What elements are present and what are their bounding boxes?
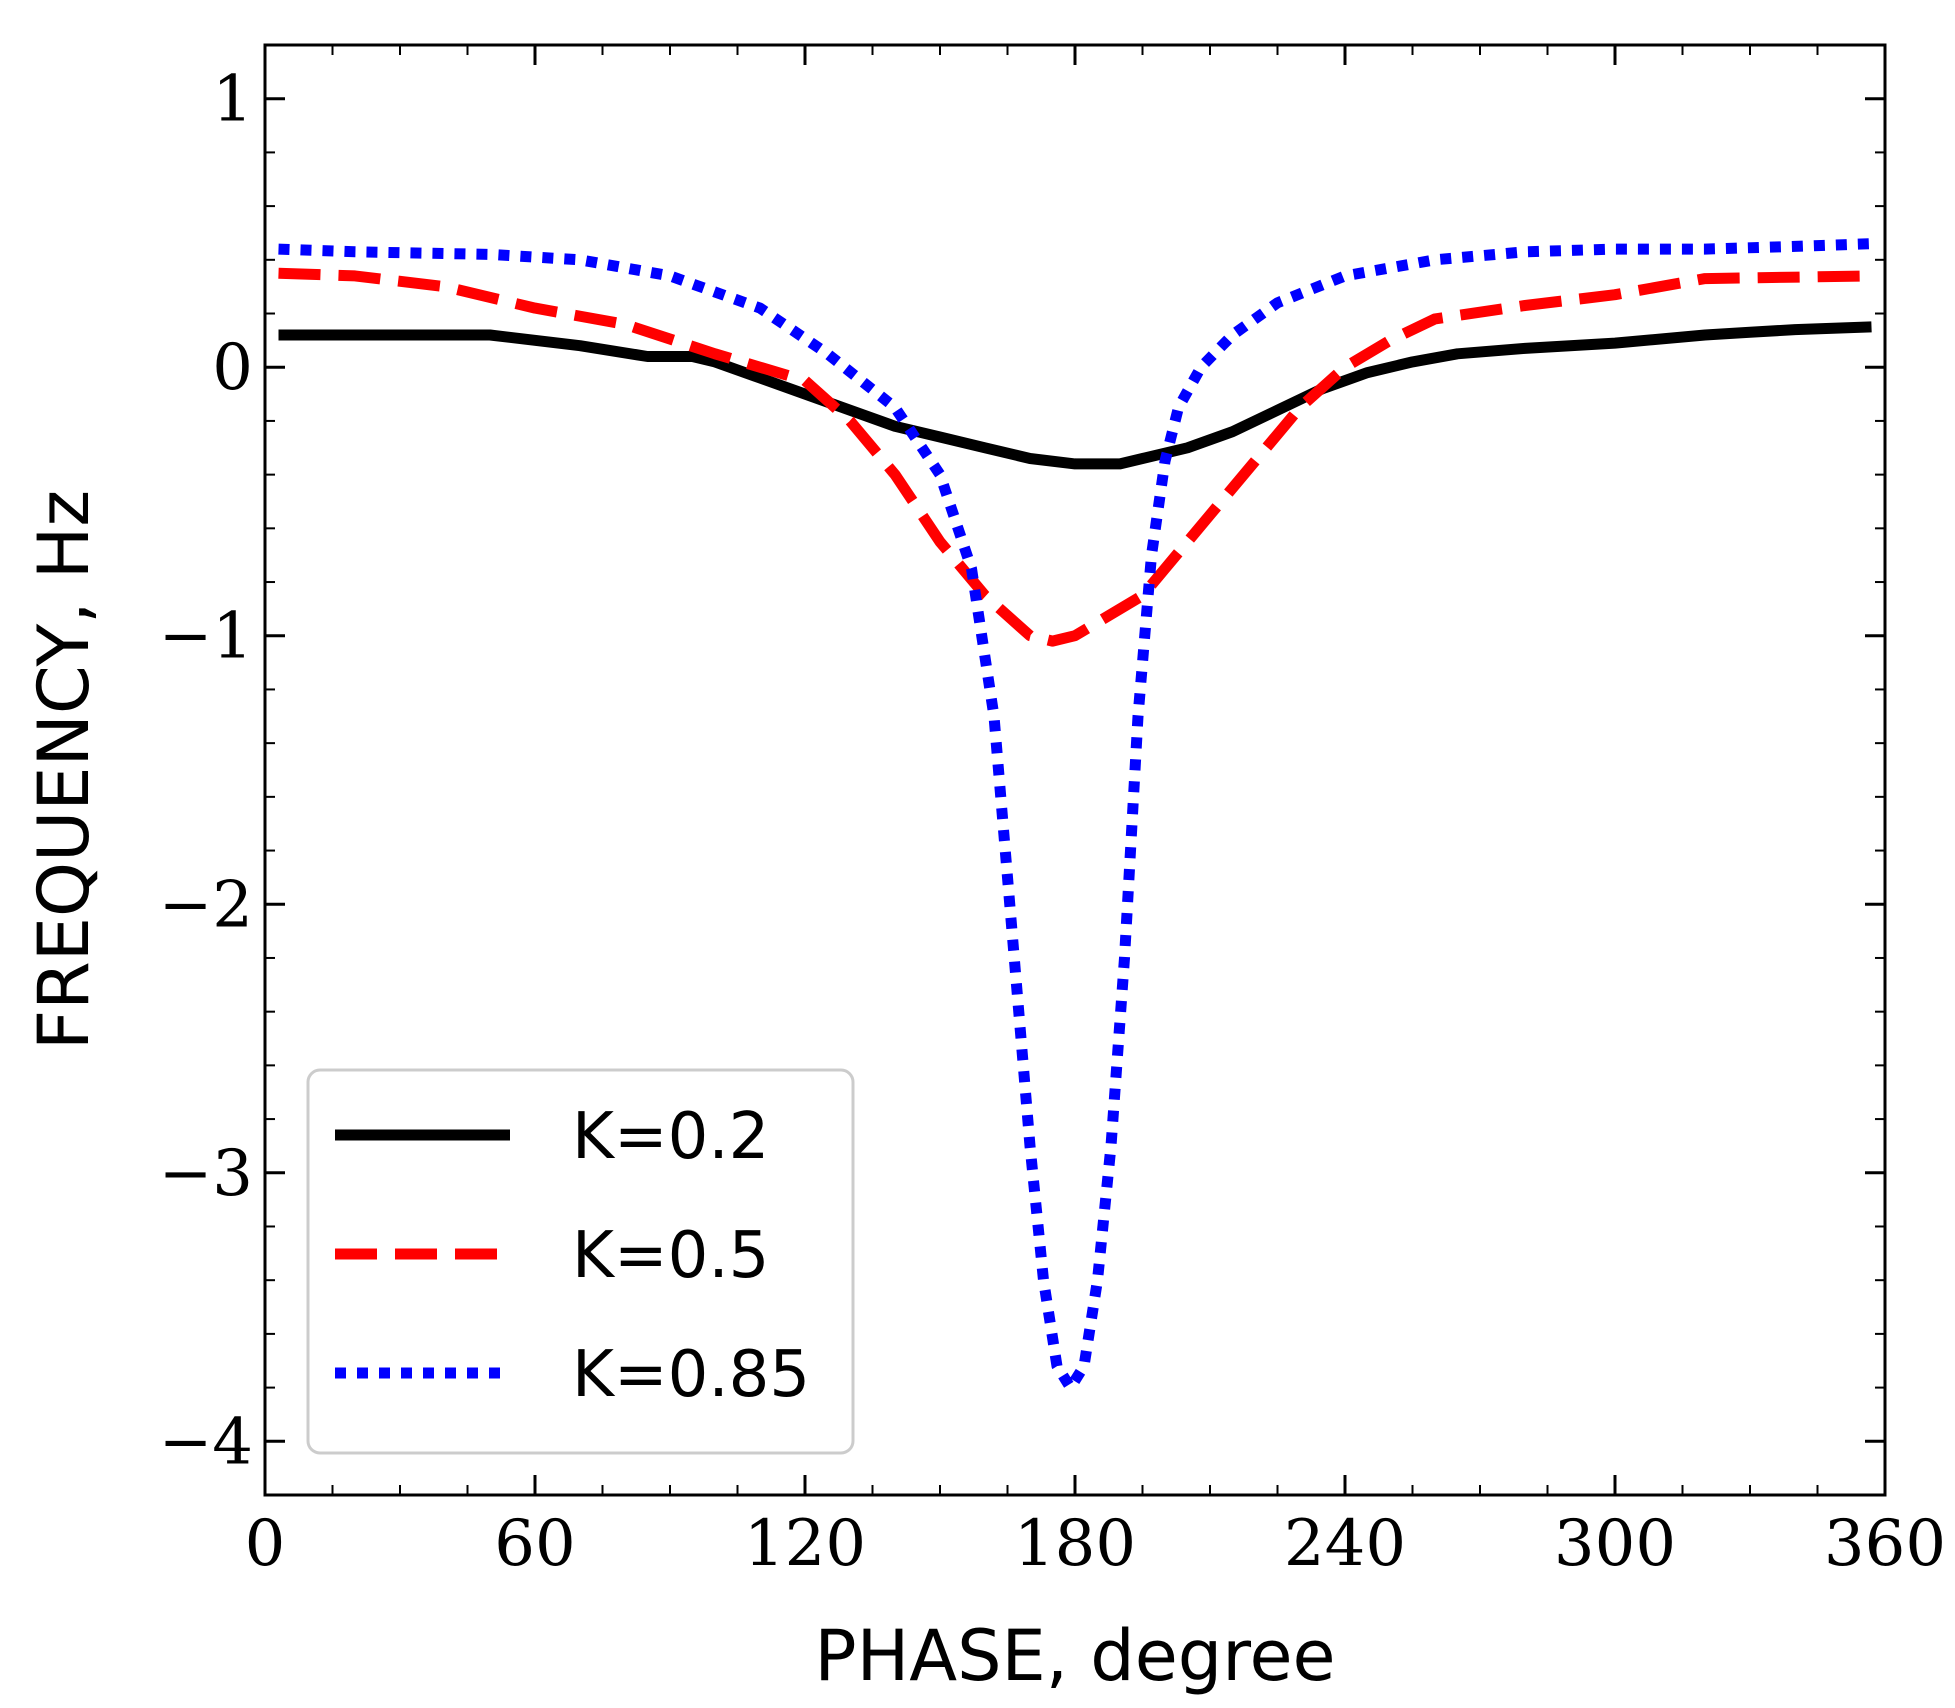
y-tick-label: 0: [212, 331, 253, 405]
x-tick-label: 0: [245, 1507, 286, 1581]
x-tick-label: 300: [1554, 1507, 1676, 1581]
x-tick-label: 60: [494, 1507, 575, 1581]
series-line-1: [278, 321, 1872, 470]
y-tick-labels: 1 0 −1 −2 −3 −4: [159, 63, 253, 1480]
x-tick-label: 360: [1824, 1507, 1946, 1581]
legend-frame: [306, 1068, 855, 1455]
series-line-3: [278, 238, 1872, 1394]
y-tick-label: −1: [159, 600, 253, 674]
legend: K=0.2 K=0.5 K=0.85: [306, 1068, 855, 1455]
series-line-2: [278, 267, 1872, 647]
y-tick-label: 1: [212, 63, 253, 137]
y-tick-label: −3: [159, 1137, 253, 1211]
x-tick-label: 180: [1014, 1507, 1136, 1581]
x-tick-labels: 0 60 120 180 240 300 360: [245, 1507, 1946, 1581]
y-tick-label: −2: [159, 868, 253, 942]
x-tick-label: 240: [1284, 1507, 1406, 1581]
y-tick-label: −4: [159, 1405, 253, 1479]
y-axis-title: FREQUENCY, Hz: [23, 490, 105, 1050]
legend-label-3: K=0.85: [572, 1338, 810, 1412]
plot-frame: [263, 43, 1887, 1497]
legend-label-2: K=0.5: [572, 1219, 769, 1293]
series-group: [278, 238, 1872, 1394]
legend-label-1: K=0.2: [572, 1100, 769, 1174]
x-tick-label: 120: [744, 1507, 866, 1581]
x-axis-title: PHASE, degree: [814, 1615, 1335, 1697]
